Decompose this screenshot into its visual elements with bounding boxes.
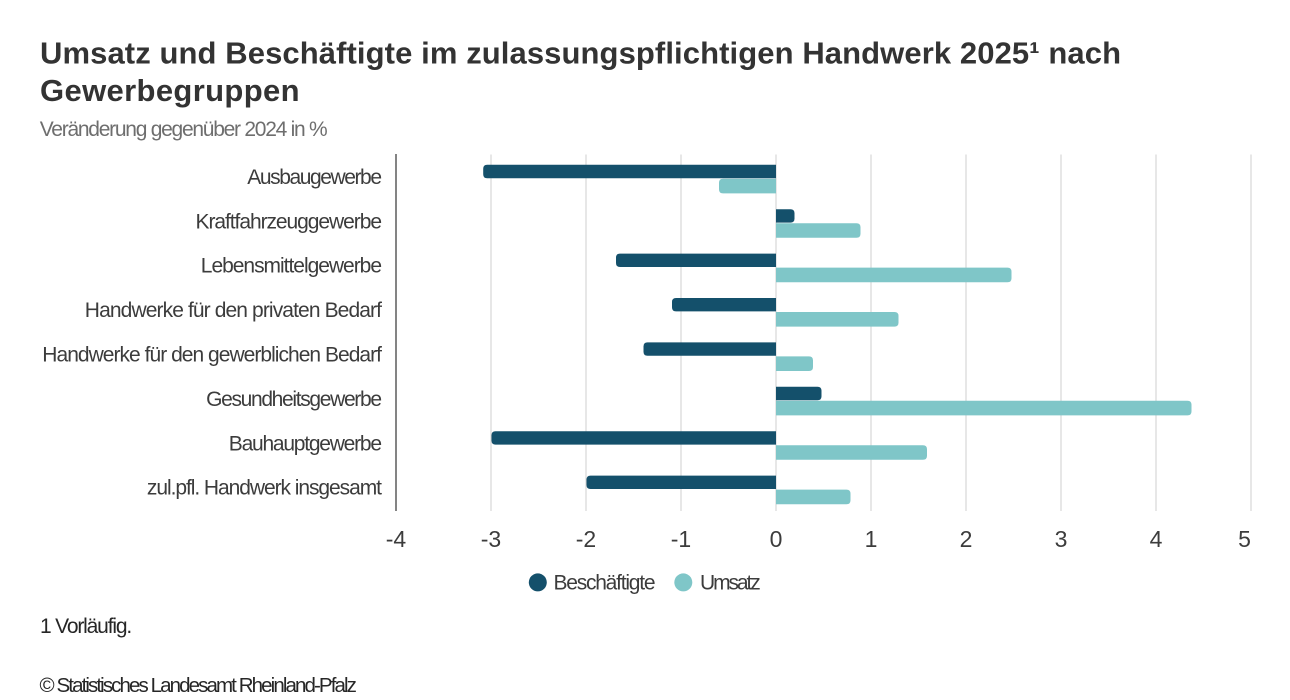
svg-text:1: 1 xyxy=(865,526,878,552)
svg-text:Gesundheitsgewerbe: Gesundheitsgewerbe xyxy=(206,388,382,411)
svg-text:-4: -4 xyxy=(386,526,407,552)
svg-text:5: 5 xyxy=(1238,526,1251,552)
svg-text:Umsatz und Beschäftigte im zul: Umsatz und Beschäftigte im zulassungspfl… xyxy=(40,36,1121,71)
svg-text:Bauhauptgewerbe: Bauhauptgewerbe xyxy=(229,432,382,455)
svg-text:Handwerke für den privaten Bed: Handwerke für den privaten Bedarf xyxy=(85,299,382,322)
svg-text:Ausbaugewerbe: Ausbaugewerbe xyxy=(247,166,382,189)
svg-text:0: 0 xyxy=(770,526,783,552)
svg-text:Lebensmittelgewerbe: Lebensmittelgewerbe xyxy=(201,255,382,278)
svg-text:1 Vorläufig.: 1 Vorläufig. xyxy=(40,615,132,638)
svg-text:3: 3 xyxy=(1055,526,1068,552)
svg-text:Beschäftigte: Beschäftigte xyxy=(554,572,656,595)
svg-text:Veränderung gegenüber 2024 in: Veränderung gegenüber 2024 in % xyxy=(40,118,328,141)
svg-text:4: 4 xyxy=(1150,526,1163,552)
svg-text:Handwerke für den gewerblichen: Handwerke für den gewerblichen Bedarf xyxy=(42,344,382,367)
svg-text:-3: -3 xyxy=(481,526,501,552)
svg-text:2: 2 xyxy=(960,526,973,552)
svg-text:-2: -2 xyxy=(576,526,596,552)
svg-text:© Statistisches Landesamt Rhei: © Statistisches Landesamt Rheinland-Pfal… xyxy=(40,674,357,697)
svg-text:Umsatz: Umsatz xyxy=(700,572,761,595)
svg-text:Gewerbegruppen: Gewerbegruppen xyxy=(40,73,300,108)
svg-text:Kraftfahrzeuggewerbe: Kraftfahrzeuggewerbe xyxy=(196,210,383,233)
svg-text:zul.pfl. Handwerk insgesamt: zul.pfl. Handwerk insgesamt xyxy=(147,477,382,500)
svg-text:-1: -1 xyxy=(671,526,691,552)
